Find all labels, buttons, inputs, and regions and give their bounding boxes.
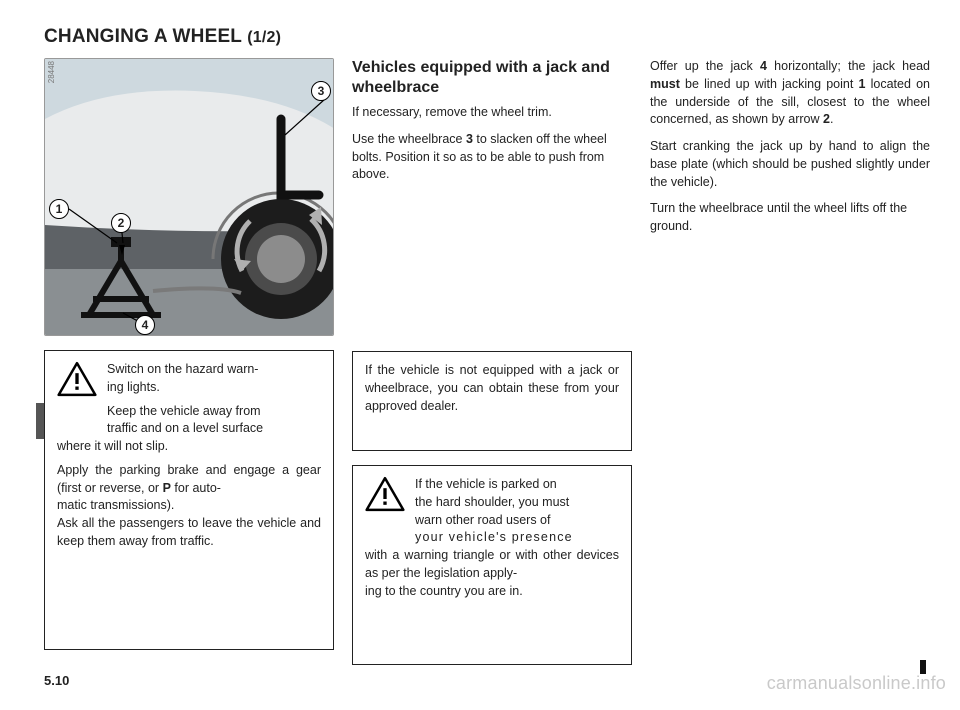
warn2-l4: your vehicle's presence bbox=[415, 529, 573, 547]
warn1-p2: where it will not slip. bbox=[57, 438, 321, 456]
warning-icon bbox=[57, 361, 97, 438]
warn2-l2: the hard shoulder, you must bbox=[415, 494, 573, 512]
figure-jack: 28448 3 1 2 4 bbox=[44, 58, 334, 336]
section-heading: Vehicles equipped with a jack and wheelb… bbox=[352, 58, 632, 98]
warn2-l3: warn other road users of bbox=[415, 512, 573, 530]
page-number: 5.10 bbox=[44, 673, 69, 688]
col2-p1: If necessary, remove the wheel trim. bbox=[352, 104, 632, 122]
page-title: CHANGING A WHEEL (1/2) bbox=[44, 26, 930, 48]
warn2-p3: ing to the country you are in. bbox=[365, 583, 619, 601]
warn1-l3: Keep the vehicle away from bbox=[107, 403, 263, 421]
warning-icon bbox=[365, 476, 405, 547]
info-box-dealer: If the vehicle is not equipped with a ja… bbox=[352, 351, 632, 451]
warn1-l4: traffic and on a level surface bbox=[107, 420, 263, 438]
image-ref: 28448 bbox=[47, 61, 56, 83]
warn1-l1: Switch on the hazard warn- bbox=[107, 361, 263, 379]
col2-p2: Use the wheelbrace 3 to slacken off the … bbox=[352, 131, 632, 184]
col3-p2: Start cranking the jack up by hand to al… bbox=[650, 138, 930, 191]
warn1-p4: Ask all the passengers to leave the vehi… bbox=[57, 515, 321, 551]
callout-3: 3 bbox=[311, 81, 331, 101]
watermark: carmanualsonline.info bbox=[767, 673, 946, 694]
callout-2: 2 bbox=[111, 213, 131, 233]
warning-box-shoulder: If the vehicle is parked on the hard sho… bbox=[352, 465, 632, 665]
warn2-l1: If the vehicle is parked on bbox=[415, 476, 573, 494]
side-tab bbox=[36, 403, 44, 439]
col3-p1: Offer up the jack 4 horizontally; the ja… bbox=[650, 58, 930, 129]
corner-mark bbox=[920, 660, 926, 674]
warn2-p2: with a warning triangle or with other de… bbox=[365, 547, 619, 583]
callout-1: 1 bbox=[49, 199, 69, 219]
warn1-p3: Apply the parking brake and engage a gea… bbox=[57, 462, 321, 515]
warning-box-hazard: Switch on the hazard warn- ing lights. K… bbox=[44, 350, 334, 650]
warn1-l2: ing lights. bbox=[107, 379, 263, 397]
box2-text: If the vehicle is not equipped with a ja… bbox=[365, 362, 619, 415]
col3-p3: Turn the wheelbrace until the wheel lift… bbox=[650, 200, 930, 236]
callout-4: 4 bbox=[135, 315, 155, 335]
